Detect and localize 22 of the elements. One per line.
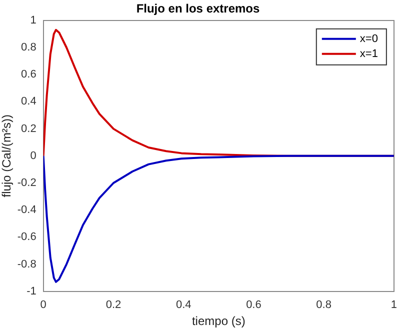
y-tick-label: -0.4: [17, 204, 36, 216]
y-axis-title: flujo (Cal/(m²s)): [0, 114, 14, 198]
legend-label: x=0: [360, 32, 378, 45]
y-tick-label: -0.2: [17, 177, 36, 190]
y-tick-label: -0.6: [17, 231, 36, 244]
y-tick-label: 0.8: [21, 42, 36, 54]
y-tick-label: -0.8: [17, 258, 36, 270]
x-tick-label: 0.4: [176, 299, 192, 312]
x-axis-title: tiempo (s): [192, 314, 246, 328]
x-tick-label: 0.6: [246, 299, 262, 312]
x-tick-label: 0.2: [106, 299, 122, 312]
legend-label: x=1: [360, 48, 378, 60]
x-tick-label: 1: [390, 299, 398, 312]
y-tick-label: 0.2: [21, 122, 36, 135]
y-tick-label: 0.4: [21, 96, 36, 108]
y-tick-label: -1: [26, 285, 36, 298]
x-tick-label: 0: [40, 299, 46, 312]
y-tick-label: 1: [30, 14, 36, 26]
chart-title: Flujo en los extremos: [136, 2, 260, 16]
y-tick-label: 0.6: [21, 68, 36, 81]
y-tick-label: 0: [30, 150, 36, 162]
x-tick-label: 0.8: [316, 299, 332, 312]
